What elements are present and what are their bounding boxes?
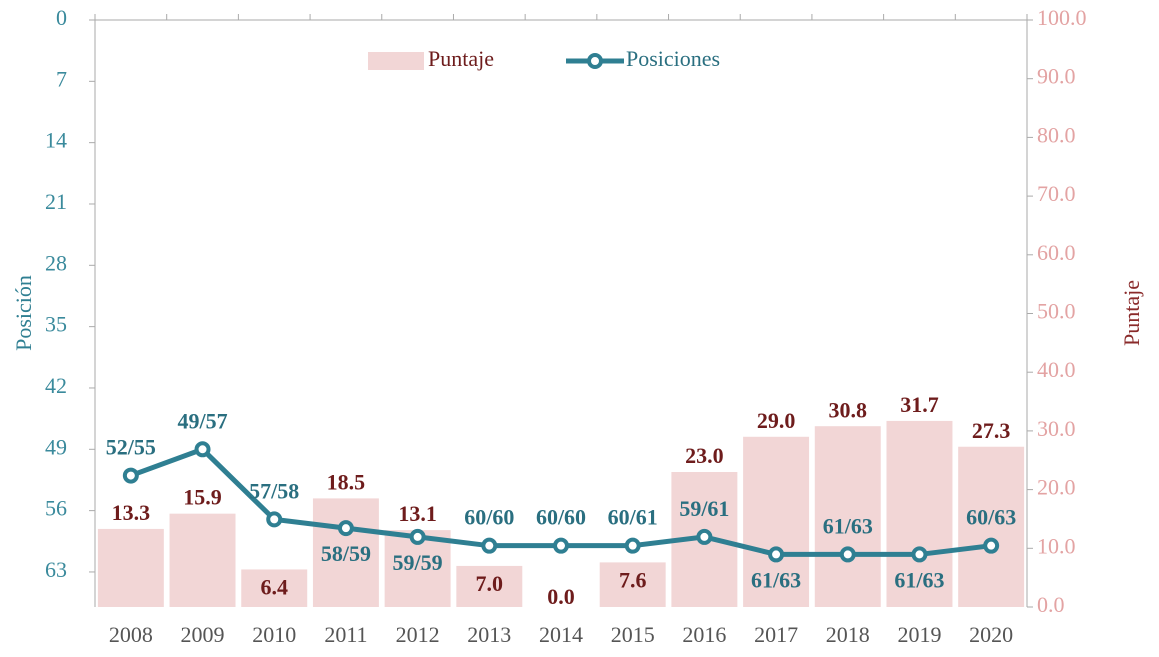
line-label: 60/60 xyxy=(536,505,586,530)
bar xyxy=(886,420,953,607)
bar-label: 23.0 xyxy=(685,443,724,468)
x-tick-label: 2013 xyxy=(467,622,511,647)
x-tick-label: 2014 xyxy=(539,622,583,647)
x-tick-label: 2010 xyxy=(252,622,296,647)
line-marker xyxy=(194,441,211,458)
x-tick-label: 2018 xyxy=(826,622,870,647)
bar xyxy=(814,426,881,607)
bar-label: 30.8 xyxy=(829,397,868,422)
line-label: 60/60 xyxy=(464,505,514,530)
bar-label: 13.1 xyxy=(398,501,437,526)
line-label: 61/63 xyxy=(751,567,801,592)
line-marker xyxy=(696,528,713,545)
line-marker xyxy=(481,537,498,554)
line-marker xyxy=(911,546,928,563)
legend-label: Posiciones xyxy=(626,46,720,71)
line-label: 59/59 xyxy=(393,550,443,575)
line-marker xyxy=(337,520,354,537)
y2-tick-label: 100.0 xyxy=(1037,5,1087,30)
legend-marker xyxy=(587,53,603,69)
y2-tick-label: 80.0 xyxy=(1037,122,1076,147)
line-marker xyxy=(839,546,856,563)
line-label: 60/63 xyxy=(966,505,1016,530)
y2-tick-label: 50.0 xyxy=(1037,299,1076,324)
x-tick-label: 2016 xyxy=(682,622,726,647)
bar-label: 7.6 xyxy=(619,567,647,592)
y-tick-label: 7 xyxy=(56,66,67,91)
legend-swatch xyxy=(368,52,424,70)
bar-label: 31.7 xyxy=(900,392,939,417)
y-tick-label: 56 xyxy=(45,496,67,521)
bar-label: 18.5 xyxy=(327,469,366,494)
line-marker xyxy=(409,528,426,545)
bar-label: 13.3 xyxy=(112,500,151,525)
line-marker xyxy=(983,537,1000,554)
y2-tick-label: 90.0 xyxy=(1037,64,1076,89)
line-label: 61/63 xyxy=(894,567,944,592)
y-tick-label: 14 xyxy=(45,128,67,153)
bar xyxy=(241,569,308,607)
y2-tick-label: 10.0 xyxy=(1037,533,1076,558)
x-tick-label: 2019 xyxy=(897,622,941,647)
bar xyxy=(97,528,164,607)
y2-tick-label: 60.0 xyxy=(1037,240,1076,265)
line-label: 59/61 xyxy=(679,496,729,521)
y-tick-label: 28 xyxy=(45,250,67,275)
line-marker xyxy=(553,537,569,554)
bar-label: 0.0 xyxy=(547,584,575,609)
y-tick-label: 63 xyxy=(45,557,67,582)
line-label: 60/61 xyxy=(608,505,658,530)
y-tick-label: 49 xyxy=(45,434,67,459)
bar xyxy=(958,446,1025,607)
line-marker xyxy=(122,467,139,484)
y2-tick-label: 20.0 xyxy=(1037,475,1076,500)
bar xyxy=(743,436,810,607)
bar xyxy=(456,565,523,607)
x-tick-label: 2017 xyxy=(754,622,798,647)
y2-tick-label: 0.0 xyxy=(1037,592,1065,617)
x-tick-label: 2011 xyxy=(324,622,367,647)
line-label: 58/59 xyxy=(321,541,371,566)
x-tick-label: 2015 xyxy=(611,622,655,647)
line-marker xyxy=(624,537,641,554)
y-tick-label: 21 xyxy=(45,189,67,214)
x-tick-label: 2012 xyxy=(396,622,440,647)
y2-tick-label: 40.0 xyxy=(1037,357,1076,382)
x-tick-label: 2008 xyxy=(109,622,153,647)
y2-tick-label: 70.0 xyxy=(1037,181,1076,206)
line-marker xyxy=(768,546,785,563)
bar-label: 29.0 xyxy=(757,408,796,433)
bar xyxy=(169,513,236,607)
line-label: 61/63 xyxy=(823,513,873,538)
bar-label: 6.4 xyxy=(260,574,288,599)
bar-label: 7.0 xyxy=(476,571,504,596)
line-label: 57/58 xyxy=(249,478,299,503)
bar xyxy=(599,562,666,607)
line-label: 49/57 xyxy=(177,408,227,433)
bar-label: 15.9 xyxy=(183,485,222,510)
legend-label: Puntaje xyxy=(428,46,494,71)
y-tick-label: 42 xyxy=(45,373,67,398)
x-tick-label: 2020 xyxy=(969,622,1013,647)
y-axis-title: Posición xyxy=(11,275,36,351)
line-label: 52/55 xyxy=(106,435,156,460)
bar xyxy=(312,498,379,607)
x-tick-label: 2009 xyxy=(181,622,225,647)
y-tick-label: 0 xyxy=(56,5,67,30)
bar-label: 27.3 xyxy=(972,418,1011,443)
y2-axis-title: Puntaje xyxy=(1119,280,1144,346)
y-tick-label: 35 xyxy=(45,312,67,337)
line-marker xyxy=(266,511,283,528)
y2-tick-label: 30.0 xyxy=(1037,416,1076,441)
